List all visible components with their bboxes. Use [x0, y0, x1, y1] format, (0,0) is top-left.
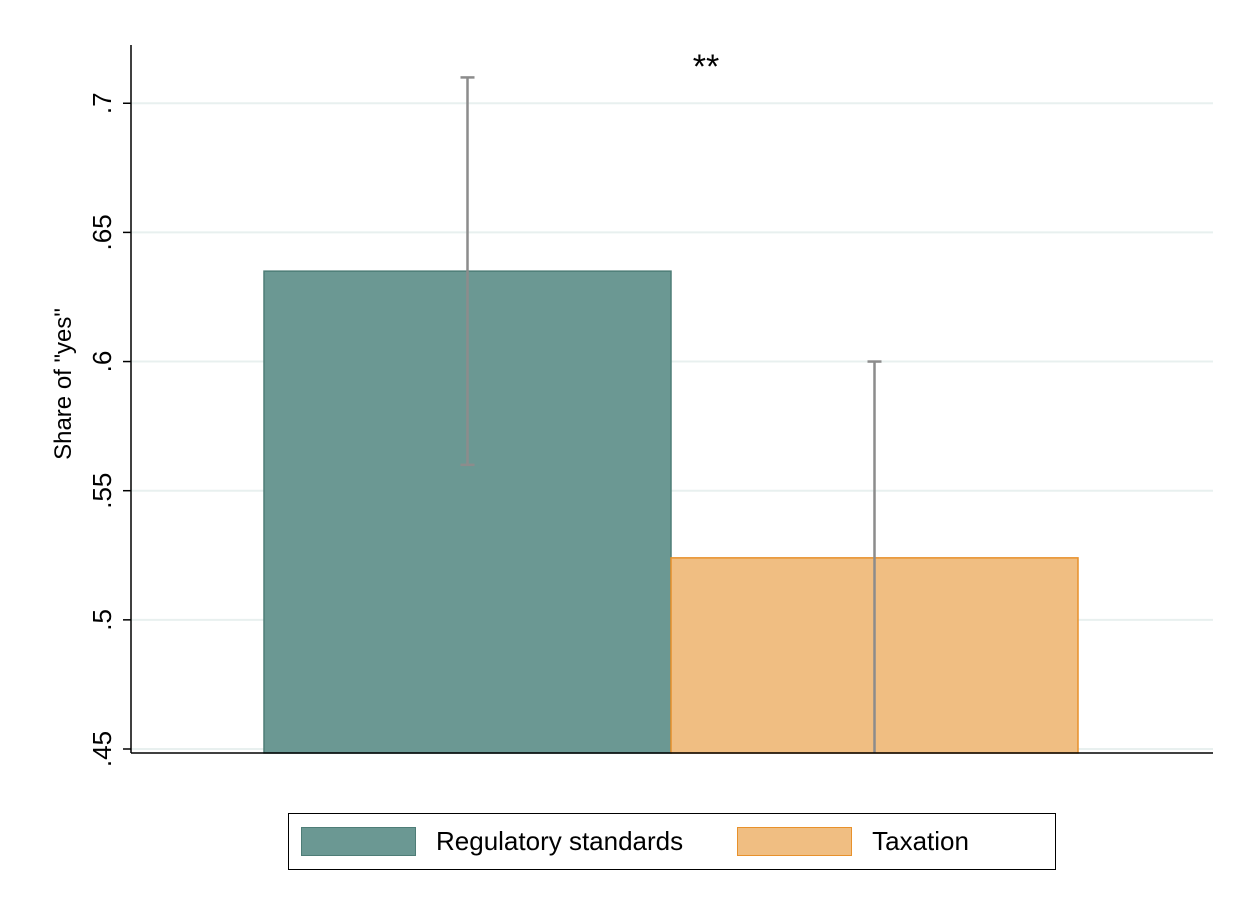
significance-annotation: ** [693, 48, 719, 86]
legend-item-taxation: Taxation [737, 814, 969, 869]
y-tick-label: .45 [87, 731, 117, 767]
legend-item-regulatory: Regulatory standards [301, 814, 683, 869]
legend-label-regulatory: Regulatory standards [436, 826, 684, 856]
y-axis-title: Share of "yes" [50, 308, 77, 460]
y-tick-label: .55 [87, 473, 117, 509]
y-tick-label: .5 [87, 609, 117, 631]
legend-label-taxation: Taxation [872, 826, 969, 856]
legend-swatch-taxation [737, 827, 853, 856]
legend-swatch-regulatory [301, 827, 416, 856]
y-tick-label: .6 [87, 351, 117, 373]
y-tick-label: .7 [87, 92, 117, 114]
y-tick-label: .65 [87, 214, 117, 250]
legend: Regulatory standards Taxation [288, 813, 1056, 870]
